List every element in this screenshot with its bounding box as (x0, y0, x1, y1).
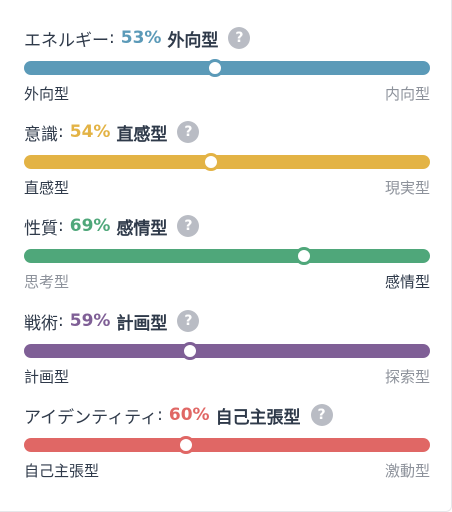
trait-percent: 54% (69, 122, 111, 142)
trait-identity: アイデンティティ : 60% 自己主張型 ? 自己主張型 激動型 (24, 400, 430, 482)
trait-type: 感情型 (116, 218, 168, 239)
trait-type: 外向型 (167, 30, 219, 51)
trait-colon: : (58, 122, 64, 142)
trait-knob[interactable] (205, 59, 224, 77)
trait-labels: 直感型 現実型 (24, 177, 430, 199)
trait-percent: 69% (69, 216, 111, 236)
trait-bar[interactable] (24, 247, 430, 265)
trait-labels: 自己主張型 激動型 (24, 460, 430, 482)
trait-bar[interactable] (24, 153, 430, 171)
trait-name: 意識 (24, 124, 58, 145)
trait-type: 自己主張型 (215, 407, 301, 428)
trait-bar[interactable] (24, 342, 430, 360)
trait-percent: 59% (69, 311, 111, 331)
help-question-icon[interactable]: ? (310, 404, 333, 426)
trait-bar[interactable] (24, 436, 430, 454)
trait-percent: 53% (120, 28, 162, 48)
trait-header: 戦術 : 59% 計画型 ? (24, 306, 430, 336)
trait-right-label: 感情型 (384, 273, 430, 291)
trait-type: 計画型 (116, 313, 168, 334)
trait-knob[interactable] (181, 342, 200, 360)
trait-knob[interactable] (295, 247, 314, 265)
trait-colon: : (157, 405, 163, 425)
trait-nature: 性質 : 69% 感情型 ? 思考型 感情型 (24, 211, 430, 293)
trait-percent: 60% (168, 405, 210, 425)
trait-right-label: 探索型 (384, 368, 430, 386)
trait-left-label: 直感型 (24, 179, 70, 197)
trait-type: 直感型 (116, 124, 168, 145)
trait-labels: 外向型 内向型 (24, 83, 430, 105)
trait-right-label: 現実型 (384, 179, 430, 197)
trait-header: アイデンティティ : 60% 自己主張型 ? (24, 400, 430, 430)
trait-energy: エネルギー : 53% 外向型 ? 外向型 内向型 (24, 23, 430, 105)
trait-colon: : (58, 311, 64, 331)
trait-tactics: 戦術 : 59% 計画型 ? 計画型 探索型 (24, 306, 430, 388)
trait-knob[interactable] (177, 436, 196, 454)
trait-name: 戦術 (24, 313, 58, 334)
trait-left-label: 計画型 (24, 368, 70, 386)
trait-name: エネルギー (24, 30, 109, 51)
trait-name: 性質 (24, 218, 58, 239)
trait-header: エネルギー : 53% 外向型 ? (24, 23, 430, 53)
trait-right-label: 激動型 (384, 462, 430, 480)
trait-right-label: 内向型 (384, 85, 430, 103)
trait-colon: : (109, 28, 115, 48)
trait-left-label: 自己主張型 (24, 462, 100, 480)
help-question-icon[interactable]: ? (177, 310, 200, 332)
trait-header: 意識 : 54% 直感型 ? (24, 117, 430, 147)
help-question-icon[interactable]: ? (177, 121, 200, 143)
trait-mind: 意識 : 54% 直感型 ? 直感型 現実型 (24, 117, 430, 199)
trait-left-label: 外向型 (24, 85, 70, 103)
trait-labels: 思考型 感情型 (24, 271, 430, 293)
trait-colon: : (58, 216, 64, 236)
help-question-icon[interactable]: ? (177, 215, 200, 237)
help-question-icon[interactable]: ? (228, 27, 251, 49)
trait-bar[interactable] (24, 59, 430, 77)
trait-labels: 計画型 探索型 (24, 366, 430, 388)
trait-header: 性質 : 69% 感情型 ? (24, 211, 430, 241)
trait-knob[interactable] (201, 153, 220, 171)
trait-left-label: 思考型 (24, 273, 70, 291)
trait-name: アイデンティティ (24, 407, 158, 428)
